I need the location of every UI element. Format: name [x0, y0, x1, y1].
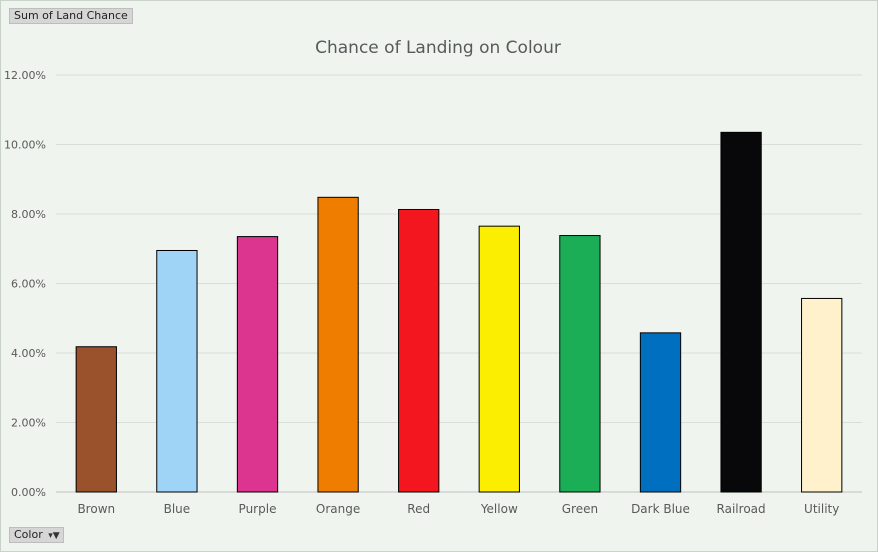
bar-orange[interactable]	[317, 196, 359, 493]
bar-railroad[interactable]	[720, 131, 762, 493]
y-tick-label: 10.00%	[4, 139, 46, 152]
bar-utility[interactable]	[801, 297, 843, 493]
x-category-label: Purple	[239, 502, 277, 516]
value-field-label: Sum of Land Chance	[14, 9, 128, 22]
x-category-label: Green	[562, 502, 598, 516]
y-tick-label: 0.00%	[11, 486, 46, 499]
x-category-label: Brown	[77, 502, 115, 516]
x-category-label: Blue	[164, 502, 191, 516]
x-category-label: Railroad	[717, 502, 766, 516]
chart-title: Chance of Landing on Colour	[315, 38, 561, 58]
y-tick-label: 4.00%	[11, 347, 46, 360]
bar-purple[interactable]	[236, 236, 279, 493]
x-category-label: Red	[407, 502, 430, 516]
y-axis: 0.00% 2.00% 4.00% 6.00% 8.00% 10.00% 12.00%	[4, 69, 46, 499]
bars	[75, 131, 843, 493]
bar-green[interactable]	[559, 235, 601, 493]
y-tick-label: 2.00%	[11, 417, 46, 430]
y-tick-label: 6.00%	[11, 278, 46, 291]
bar-red[interactable]	[398, 208, 440, 493]
x-category-label: Dark Blue	[631, 502, 690, 516]
x-category-label: Utility	[804, 502, 839, 516]
axis-field-button[interactable]: Color ▾▼	[9, 527, 64, 543]
x-category-label: Yellow	[480, 502, 518, 516]
y-tick-label: 12.00%	[4, 69, 46, 82]
bar-brown[interactable]	[75, 346, 117, 493]
bar-dark-blue[interactable]	[639, 332, 682, 493]
y-tick-label: 8.00%	[11, 208, 46, 221]
bar-blue[interactable]	[156, 249, 198, 493]
filter-dropdown-icon[interactable]: ▾▼	[48, 531, 60, 541]
bar-yellow[interactable]	[478, 225, 520, 493]
value-field-button[interactable]: Sum of Land Chance	[9, 8, 133, 24]
x-axis: Brown Blue Purple Orange Red Yellow Green Dark …	[77, 502, 839, 516]
x-category-label: Orange	[316, 502, 360, 516]
axis-field-label: Color	[14, 528, 43, 541]
